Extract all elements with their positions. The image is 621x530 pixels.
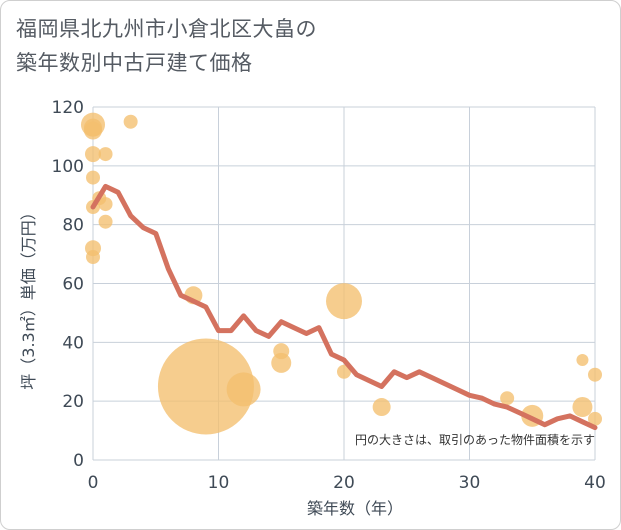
chart-title: 福岡県北九州市小倉北区大畠の 築年数別中古戸建て価格 bbox=[16, 12, 317, 80]
y-axis-label: 坪（3.3㎡）単価（万円） bbox=[19, 204, 38, 389]
axis-ticks: 0 20 40 60 80 100 120 0 10 20 30 40 bbox=[52, 98, 606, 493]
bubble bbox=[86, 250, 100, 265]
x-tick-label: 10 bbox=[208, 473, 230, 493]
x-tick-label: 30 bbox=[459, 473, 481, 493]
title-line-2: 築年数別中古戸建て価格 bbox=[16, 51, 253, 75]
x-tick-label: 0 bbox=[88, 473, 99, 493]
chart-note: 円の大きさは、取引のあった物件面積を示す bbox=[355, 432, 595, 447]
y-tick-label: 0 bbox=[73, 451, 84, 471]
bubble bbox=[157, 338, 254, 435]
bubble bbox=[588, 367, 602, 382]
bubble bbox=[326, 283, 362, 320]
y-tick-label: 60 bbox=[62, 275, 84, 295]
bubble bbox=[271, 352, 292, 373]
x-tick-label: 20 bbox=[333, 473, 355, 493]
bubble bbox=[84, 118, 102, 137]
bubble bbox=[576, 353, 589, 366]
trend-line bbox=[90, 183, 598, 431]
bubble bbox=[226, 372, 261, 407]
bubble bbox=[85, 146, 101, 163]
y-tick-label: 120 bbox=[52, 98, 84, 118]
y-tick-label: 40 bbox=[62, 333, 84, 353]
bubble bbox=[98, 147, 113, 162]
y-tick-label: 80 bbox=[62, 216, 84, 236]
bubble bbox=[572, 397, 593, 418]
bubble bbox=[86, 170, 100, 185]
bubble bbox=[98, 214, 113, 229]
bubble bbox=[337, 364, 351, 379]
x-axis-label: 築年数（年） bbox=[307, 499, 403, 518]
x-tick-label: 40 bbox=[584, 473, 606, 493]
bubble bbox=[372, 398, 391, 417]
y-tick-label: 100 bbox=[52, 157, 84, 177]
bubble bbox=[500, 391, 515, 406]
bubble bbox=[123, 114, 138, 129]
bubbles bbox=[81, 112, 602, 435]
title-line-1: 福岡県北九州市小倉北区大畠の bbox=[16, 17, 317, 41]
y-tick-label: 20 bbox=[62, 392, 84, 412]
bubble bbox=[98, 197, 113, 212]
bubble bbox=[588, 411, 602, 426]
